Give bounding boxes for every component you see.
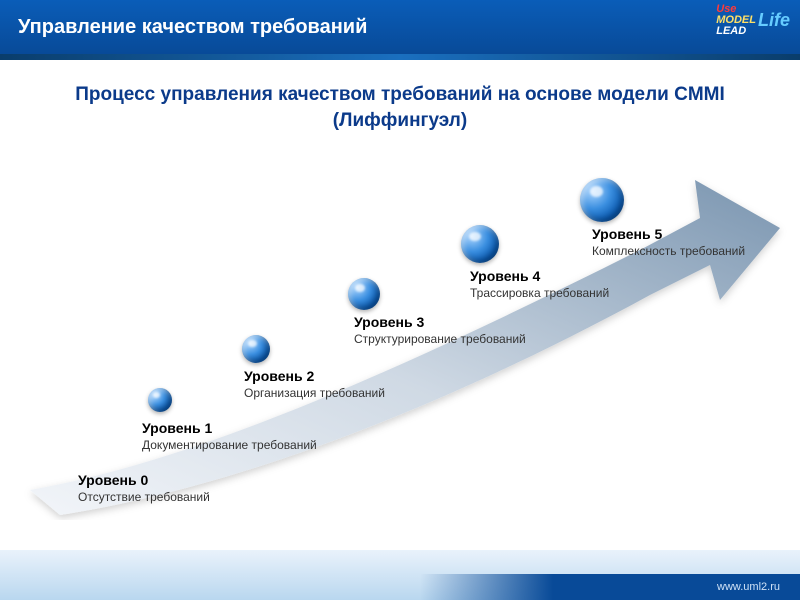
maturity-chart: Уровень 0 Отсутствие требований Уровень 1 Д… [0,120,800,520]
logo-side-life: Life [758,15,790,26]
level-label-2: Уровень 2 Организация требований [244,368,385,400]
level-label-4: Уровень 4 Трассировка требований [470,268,609,300]
header-logo: Use MODEL LEAD Life [716,4,790,37]
level-title-2: Уровень 2 [244,368,385,384]
logo-stack: Use MODEL LEAD [716,4,756,37]
footer-url: www.uml2.ru [717,581,780,593]
level-title-4: Уровень 4 [470,268,609,284]
level-sphere-5 [580,178,624,222]
level-desc-0: Отсутствие требований [78,490,210,504]
level-label-0: Уровень 0 Отсутствие требований [78,472,210,504]
level-desc-4: Трассировка требований [470,286,609,300]
logo-line-lead: LEAD [716,26,756,37]
level-sphere-3 [348,278,380,310]
level-label-1: Уровень 1 Документирование требований [142,420,317,452]
level-label-5: Уровень 5 Комплексность требований [592,226,745,258]
level-desc-3: Структурирование требований [354,332,526,346]
level-sphere-1 [148,388,172,412]
level-title-1: Уровень 1 [142,420,317,436]
slide-header: Управление качеством требований Use MODE… [0,0,800,54]
header-title: Управление качеством требований [18,16,367,39]
level-desc-5: Комплексность требований [592,244,745,258]
slide-footer: www.uml2.ru [0,550,800,600]
level-desc-1: Документирование требований [142,438,317,452]
level-sphere-2 [242,335,270,363]
level-desc-2: Организация требований [244,386,385,400]
level-label-3: Уровень 3 Структурирование требований [354,314,526,346]
level-sphere-4 [461,225,499,263]
level-title-0: Уровень 0 [78,472,210,488]
level-title-3: Уровень 3 [354,314,526,330]
header-stripe [0,54,800,60]
footer-bar: www.uml2.ru [420,574,800,600]
level-title-5: Уровень 5 [592,226,745,242]
